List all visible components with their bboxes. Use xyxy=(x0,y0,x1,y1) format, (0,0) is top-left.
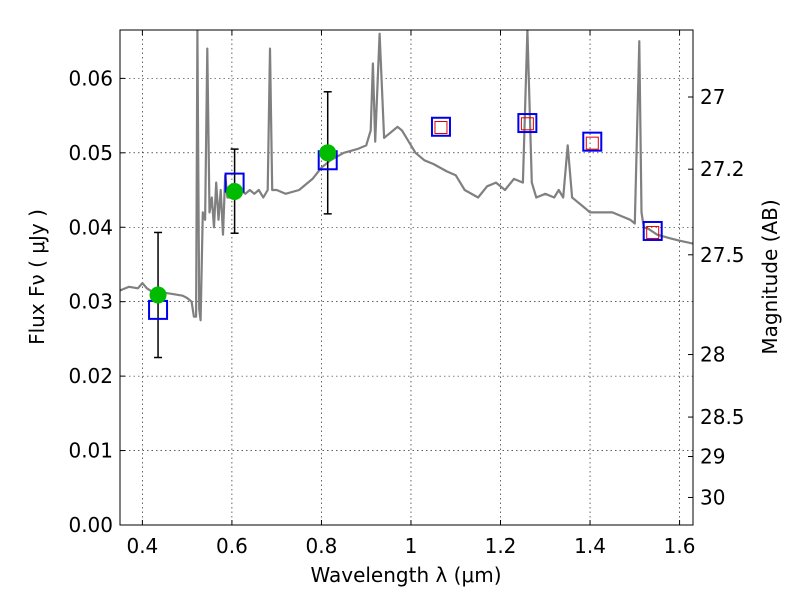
x-tick-label: 1.4 xyxy=(574,534,606,558)
x-tick-label: 1.6 xyxy=(664,534,696,558)
right-tick-label: 27 xyxy=(700,85,725,109)
model-photometry-square-small xyxy=(520,117,534,131)
y-tick-label: 0.00 xyxy=(68,513,113,537)
observed-flux-point xyxy=(149,286,167,304)
y-tick-label: 0.06 xyxy=(68,66,113,90)
model-spectrum-line xyxy=(120,30,693,322)
x-tick-label: 1 xyxy=(405,534,418,558)
right-tick-label: 27.5 xyxy=(700,243,745,267)
right-tick-label: 29 xyxy=(700,445,725,469)
model-photometry-square xyxy=(517,113,538,134)
model-photometry-square xyxy=(430,116,451,137)
y-tick-label: 0.02 xyxy=(68,364,113,388)
model-photometry-square xyxy=(582,131,603,152)
plot-frame xyxy=(119,29,694,526)
right-tick-label: 28 xyxy=(700,343,725,367)
chart-marks xyxy=(120,30,693,359)
right-axis-label: Magnitude (AB) xyxy=(758,199,782,354)
y-tick-label: 0.04 xyxy=(68,215,113,239)
model-photometry-square-small xyxy=(585,136,599,150)
grid-lines xyxy=(120,30,693,525)
right-tick-label: 30 xyxy=(700,485,725,509)
observed-flux-point xyxy=(319,144,337,162)
axis-ticks: 0.4 0.6 0.8 1 1.2 1.4 1.6 0.00 0.01 0.02 0.03 0.04 0… xyxy=(68,30,745,558)
x-tick-label: 0.6 xyxy=(216,534,248,558)
model-photometry-square xyxy=(642,220,663,241)
y-tick-label: 0.01 xyxy=(68,439,113,463)
y-tick-label: 0.03 xyxy=(68,290,113,314)
x-axis-label: Wavelength λ (μm) xyxy=(310,563,501,587)
model-photometry-square-small xyxy=(434,121,448,135)
right-tick-label: 27.2 xyxy=(700,157,745,181)
x-tick-label: 1.2 xyxy=(485,534,517,558)
y-tick-label: 0.05 xyxy=(68,141,113,165)
y-axis-label: Flux Fν ( μJy ) xyxy=(25,209,49,345)
right-tick-label: 28.5 xyxy=(700,405,745,429)
x-tick-label: 0.8 xyxy=(306,534,338,558)
x-tick-label: 0.4 xyxy=(126,534,158,558)
model-photometry-square-small xyxy=(646,225,660,239)
observed-flux-point xyxy=(226,183,244,201)
